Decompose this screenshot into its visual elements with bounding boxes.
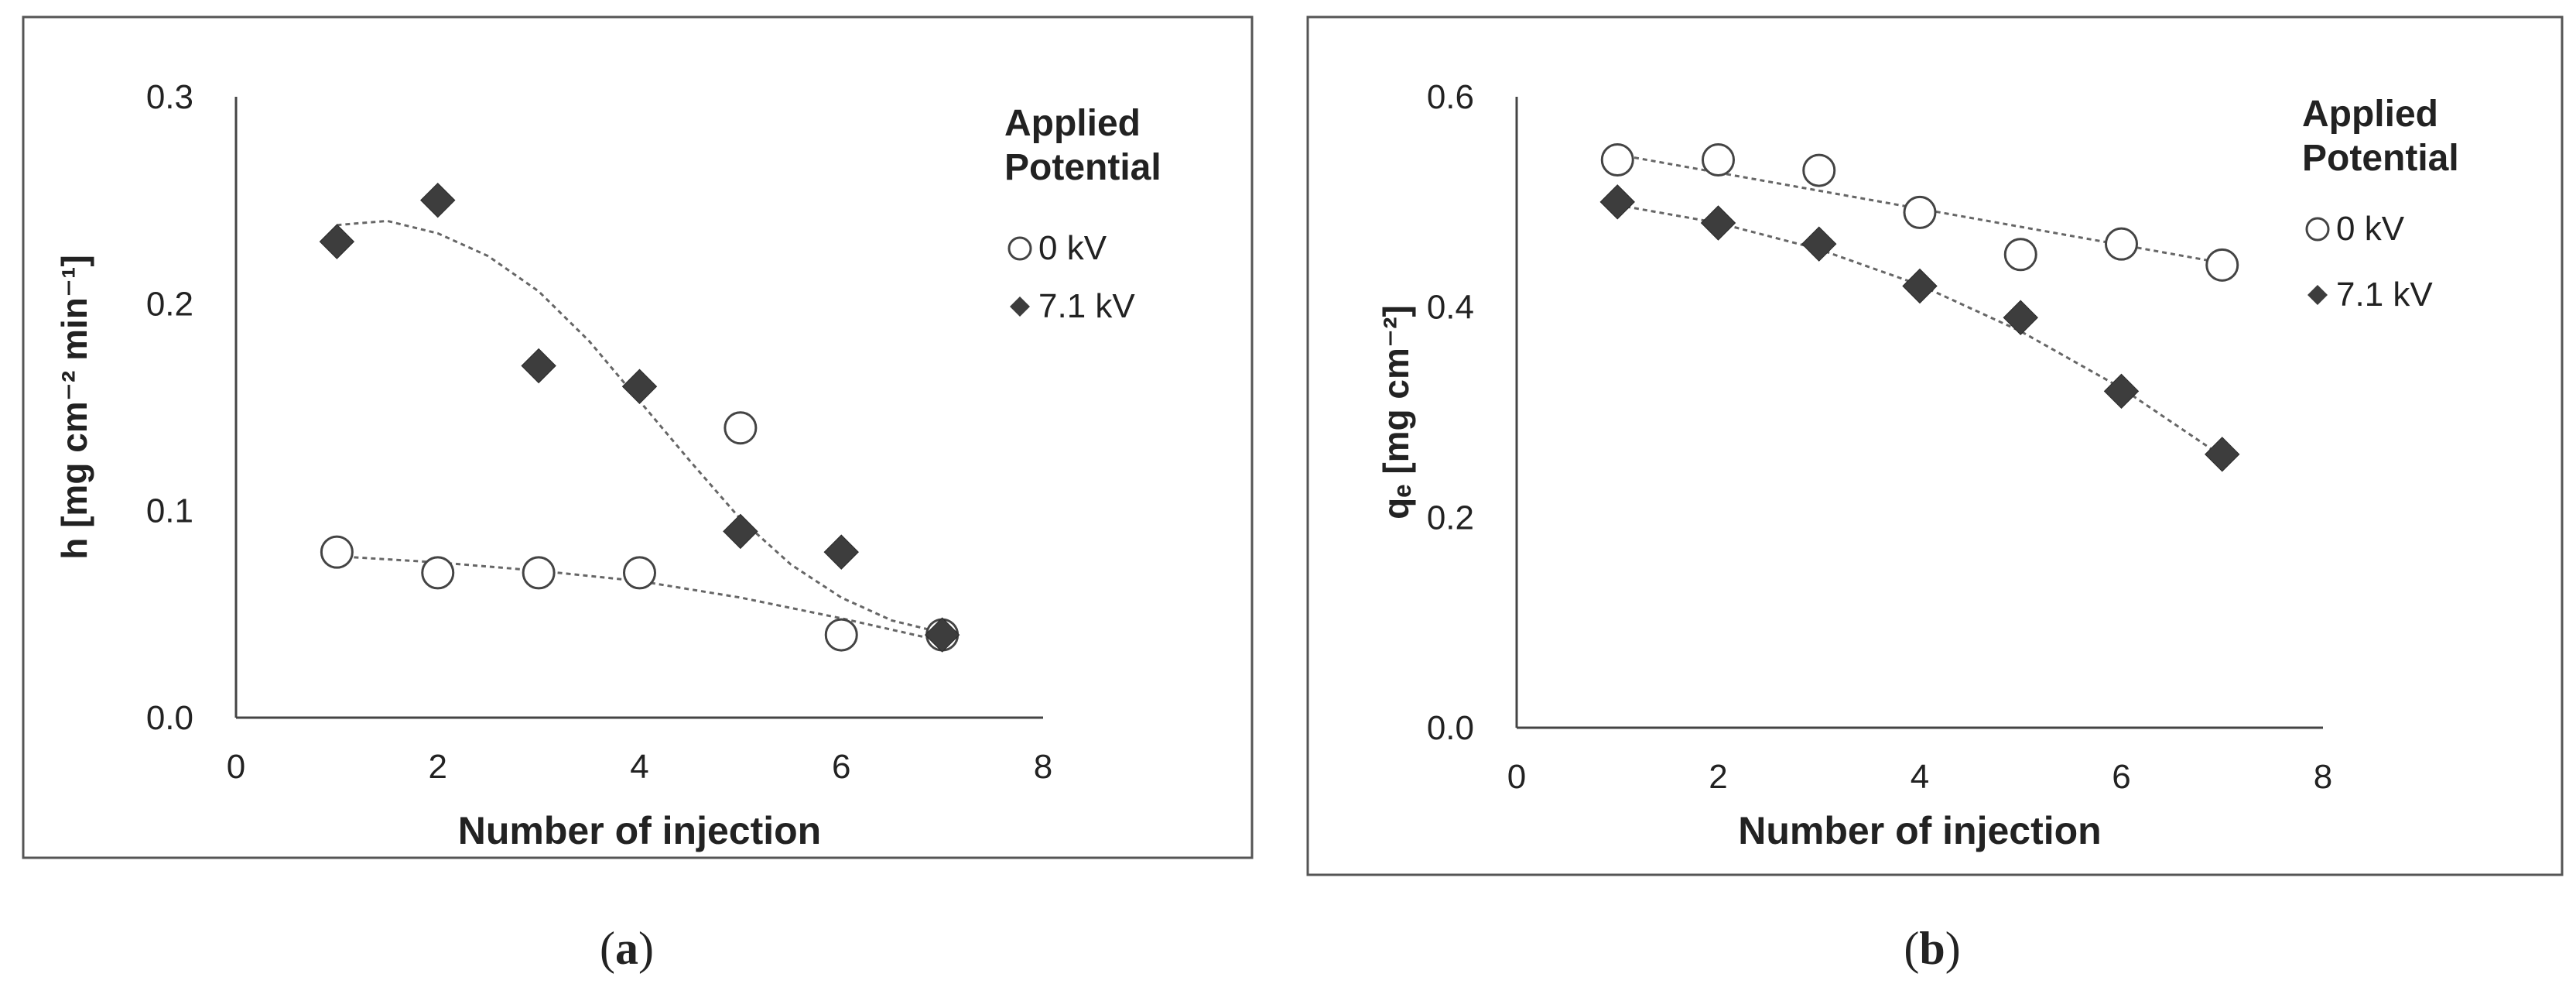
- data-point-open-circle: [1702, 143, 1735, 177]
- data-point-filled-diamond: [823, 534, 859, 570]
- data-point-filled-diamond: [1599, 184, 1635, 220]
- legend-filled-diamond-icon: [1010, 297, 1030, 317]
- legend-open-circle-icon: [1007, 236, 1032, 261]
- x-tick-label: 2: [429, 748, 447, 786]
- x-tick-label: 2: [1709, 758, 1727, 796]
- panel-frame: [22, 15, 1254, 859]
- panel-label-letter: b: [1919, 923, 1945, 974]
- data-point-filled-diamond: [924, 617, 960, 653]
- data-point-filled-diamond: [1801, 226, 1837, 262]
- x-tick-label: 0: [227, 748, 245, 786]
- y-tick-label: 0.6: [1427, 78, 1474, 116]
- panel-label-open-paren: (: [1904, 923, 1919, 974]
- panel-label-letter: a: [615, 923, 638, 974]
- data-point-filled-diamond: [2003, 300, 2038, 335]
- x-tick-label: 6: [2112, 758, 2130, 796]
- panel-label-open-paren: (: [600, 923, 615, 974]
- data-point-filled-diamond: [1902, 268, 1938, 304]
- data-point-open-circle: [320, 535, 354, 569]
- data-point-filled-diamond: [723, 513, 758, 550]
- x-tick-label: 4: [1911, 758, 1929, 796]
- legend-open-circle-icon: [2305, 217, 2330, 242]
- legend-label-7kv: 7.1 kV: [2336, 276, 2433, 314]
- data-point-open-circle: [623, 556, 656, 590]
- y-tick-label: 0.1: [146, 492, 193, 530]
- y-tick-label: 0.4: [1427, 289, 1474, 327]
- data-point-filled-diamond: [420, 182, 456, 218]
- data-point-filled-diamond: [2103, 373, 2140, 410]
- x-axis-title: Number of injection: [1738, 809, 2101, 852]
- legend-title-line-1: Applied: [1004, 103, 1141, 144]
- data-point-open-circle: [1802, 153, 1836, 187]
- legend-title-line-1: Applied: [2302, 94, 2438, 135]
- data-point-filled-diamond: [521, 348, 556, 384]
- data-point-open-circle: [522, 556, 556, 590]
- x-tick-label: 6: [832, 748, 850, 786]
- x-tick-label: 8: [2314, 758, 2332, 796]
- panel-label-close-paren: ): [638, 923, 654, 974]
- data-point-filled-diamond: [1700, 205, 1736, 241]
- y-tick-label: 0.2: [1427, 499, 1474, 536]
- legend-filled-diamond-icon: [2307, 285, 2328, 305]
- data-point-open-circle: [1903, 195, 1937, 229]
- data-point-open-circle: [421, 556, 455, 590]
- data-point-open-circle: [824, 618, 858, 652]
- panel-label: (b): [1904, 923, 1960, 974]
- data-point-filled-diamond: [2205, 437, 2240, 472]
- x-axis-title: Number of injection: [458, 809, 821, 852]
- x-tick-label: 8: [1034, 748, 1052, 786]
- legend-label-7kv: 7.1 kV: [1038, 287, 1135, 325]
- y-tick-label: 0.0: [1427, 709, 1474, 747]
- panel-label-close-paren: ): [1945, 923, 1961, 974]
- chart-panel-b: 0 2 4 6 8 0.0 0.2 0.4 0.6 Number of injection qₑ […: [1306, 15, 2564, 974]
- data-point-open-circle: [2205, 248, 2239, 282]
- y-tick-label: 0.2: [146, 285, 193, 323]
- chart-panel-a: 0 2 4 6 8 0.0 0.1 0.2 0.3 Number of injection h [m…: [22, 15, 1254, 974]
- x-tick-label: 0: [1507, 758, 1526, 796]
- data-point-open-circle: [1600, 143, 1634, 177]
- y-tick-label: 0.3: [146, 78, 193, 116]
- panel-label: (a): [600, 923, 654, 974]
- legend-title-line-2: Potential: [2302, 138, 2459, 179]
- panel-frame: [1306, 15, 2564, 876]
- y-axis-title: qₑ [mg cm⁻²]: [1376, 305, 1416, 519]
- data-point-open-circle: [724, 411, 758, 445]
- data-point-filled-diamond: [319, 224, 355, 259]
- x-tick-label: 4: [630, 748, 648, 786]
- data-point-filled-diamond: [621, 369, 658, 404]
- legend-label-0kv: 0 kV: [2336, 210, 2405, 248]
- legend-label-0kv: 0 kV: [1038, 229, 1107, 267]
- data-point-open-circle: [2105, 227, 2138, 261]
- y-axis-title: h [mg cm⁻² min⁻¹]: [54, 255, 94, 560]
- legend-title-line-2: Potential: [1004, 147, 1161, 188]
- data-point-open-circle: [2003, 238, 2037, 272]
- y-tick-label: 0.0: [146, 699, 193, 737]
